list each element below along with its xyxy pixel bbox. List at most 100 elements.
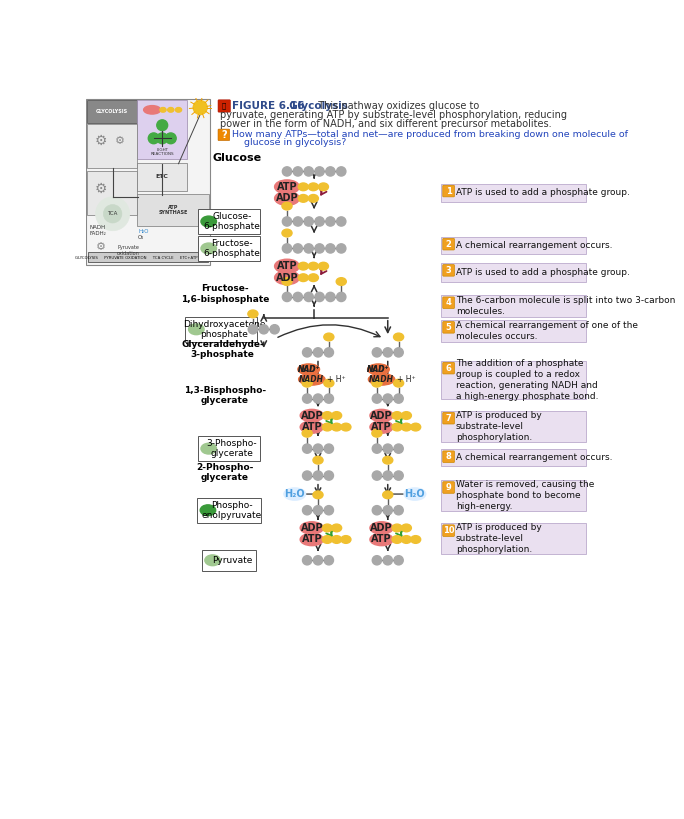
Ellipse shape [393,333,404,341]
Circle shape [157,120,168,130]
Circle shape [315,167,324,176]
Text: ⚙: ⚙ [95,133,107,147]
Circle shape [324,444,334,453]
Ellipse shape [324,379,334,387]
Ellipse shape [402,412,411,419]
Circle shape [324,348,334,357]
FancyBboxPatch shape [441,411,586,441]
Ellipse shape [367,364,389,375]
Ellipse shape [402,536,411,543]
Ellipse shape [393,379,404,387]
Circle shape [313,394,323,403]
Ellipse shape [300,533,324,545]
Text: 6: 6 [446,364,451,373]
Ellipse shape [302,379,312,387]
Text: ATP
SYNTHASE: ATP SYNTHASE [159,205,188,215]
Circle shape [324,394,334,403]
Circle shape [337,292,346,301]
Ellipse shape [248,310,258,318]
Text: + H⁺: + H⁺ [397,375,416,384]
Ellipse shape [282,202,292,210]
Ellipse shape [298,183,308,191]
Circle shape [315,217,324,226]
Ellipse shape [410,423,421,431]
FancyBboxPatch shape [441,523,586,554]
Text: 9: 9 [446,483,451,492]
Circle shape [372,348,382,357]
Text: Pyruvate: Pyruvate [212,556,252,565]
Circle shape [394,505,404,515]
Circle shape [193,101,207,115]
FancyBboxPatch shape [443,413,454,424]
Circle shape [383,394,393,403]
Text: 3: 3 [446,266,451,275]
Ellipse shape [274,192,300,206]
Ellipse shape [282,229,292,237]
Text: ADP: ADP [276,273,298,283]
Text: Glucose: Glucose [212,153,261,163]
Text: GLYCOLYSIS     PYRUVATE OXIDATION     TCA CYCLE     ETC+ATP SYNTHESIS: GLYCOLYSIS PYRUVATE OXIDATION TCA CYCLE … [75,256,220,260]
Circle shape [372,505,382,515]
Circle shape [394,348,404,357]
Ellipse shape [410,536,421,543]
Ellipse shape [322,423,332,431]
Text: GLYCOLYSIS: GLYCOLYSIS [96,109,128,114]
FancyBboxPatch shape [443,185,454,197]
Circle shape [282,217,291,226]
Ellipse shape [308,183,318,191]
Ellipse shape [298,262,308,270]
Ellipse shape [313,491,323,499]
FancyBboxPatch shape [218,100,231,112]
Ellipse shape [322,536,332,543]
Ellipse shape [300,522,324,534]
Text: A chemical rearrangement occurs.: A chemical rearrangement occurs. [456,454,612,463]
Ellipse shape [201,216,216,227]
Text: 7: 7 [446,414,451,423]
Circle shape [304,167,313,176]
Text: 📖: 📖 [222,102,226,109]
Text: ⚙: ⚙ [116,136,125,146]
Text: pyruvate, generating ATP by substrate-level phosphorylation, reducing: pyruvate, generating ATP by substrate-le… [220,111,567,120]
Ellipse shape [370,421,393,433]
Circle shape [157,133,168,143]
Text: Fructose-
6-phosphate: Fructose- 6-phosphate [204,238,261,258]
Text: ATP: ATP [371,535,392,545]
Ellipse shape [308,262,318,270]
FancyBboxPatch shape [441,237,586,254]
Text: A chemical rearrangement occurs.: A chemical rearrangement occurs. [456,241,612,250]
Circle shape [372,471,382,480]
Circle shape [282,244,291,253]
Ellipse shape [201,243,216,254]
Text: NAD⁺: NAD⁺ [367,364,390,373]
Ellipse shape [300,410,324,422]
FancyBboxPatch shape [202,550,256,571]
Text: Glycolysis: Glycolysis [282,101,348,111]
Circle shape [302,348,312,357]
Text: ATP is produced by
substrate-level
phosphorylation.: ATP is produced by substrate-level phosp… [456,523,542,554]
FancyBboxPatch shape [198,236,260,260]
Text: Phospho-
enolpyruvate: Phospho- enolpyruvate [202,500,262,520]
Circle shape [302,505,312,515]
Ellipse shape [341,423,351,431]
Ellipse shape [298,364,319,375]
Text: ?: ? [221,130,226,140]
Circle shape [302,394,312,403]
Text: NADH: NADH [369,375,394,384]
Circle shape [313,444,323,453]
Ellipse shape [284,488,306,500]
Ellipse shape [322,412,332,419]
Text: ADP: ADP [276,193,298,203]
Text: ATP: ATP [302,535,322,545]
Text: ADP: ADP [370,523,393,533]
Circle shape [383,505,393,515]
Circle shape [326,292,335,301]
Text: ATP is produced by
substrate-level
phosphorylation.: ATP is produced by substrate-level phosp… [456,410,542,442]
Text: ATP: ATP [277,261,298,271]
Circle shape [313,555,323,565]
FancyBboxPatch shape [185,317,256,342]
Circle shape [313,348,323,357]
Circle shape [372,444,382,453]
Ellipse shape [313,456,323,464]
Circle shape [313,471,323,480]
Text: NAD⁺: NAD⁺ [298,364,320,373]
